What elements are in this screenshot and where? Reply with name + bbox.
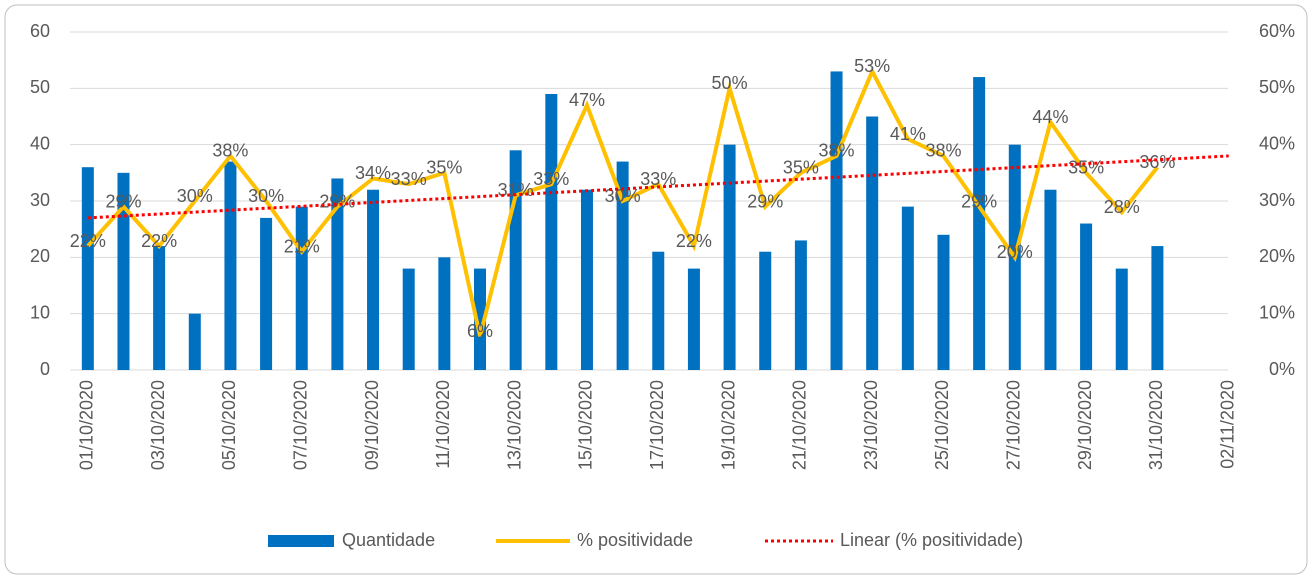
data-label: 30% (605, 186, 641, 206)
data-label: 50% (712, 73, 748, 93)
y2-tick-label: 40% (1259, 133, 1295, 153)
data-label: 29% (961, 191, 997, 211)
y-tick-label: 10 (30, 302, 50, 322)
data-label: 35% (1068, 158, 1104, 178)
x-tick-label: 29/10/2020 (1075, 380, 1095, 470)
x-tick-label: 05/10/2020 (219, 380, 239, 470)
data-label: 29% (105, 191, 141, 211)
bar (616, 161, 629, 370)
data-label: 36% (1139, 152, 1175, 172)
legend-label: Linear (% positividade) (840, 530, 1023, 550)
bar (1151, 246, 1164, 370)
bar (81, 167, 94, 370)
legend-label: % positividade (577, 530, 693, 550)
y2-tick-label: 20% (1259, 246, 1295, 266)
y-tick-label: 30 (30, 190, 50, 210)
data-label: 22% (141, 231, 177, 251)
bar (153, 246, 166, 370)
bar (1044, 189, 1057, 370)
data-label: 31% (498, 180, 534, 200)
data-label: 28% (1104, 197, 1140, 217)
data-label: 29% (747, 191, 783, 211)
x-tick-label: 15/10/2020 (576, 380, 596, 470)
bar (937, 234, 950, 370)
bar (331, 178, 344, 370)
data-label: 35% (426, 158, 462, 178)
data-label: 34% (355, 163, 391, 183)
x-tick-label: 19/10/2020 (718, 380, 738, 470)
x-tick-label: 21/10/2020 (790, 380, 810, 470)
bar (224, 161, 237, 370)
bar (474, 268, 487, 370)
y-tick-label: 50 (30, 77, 50, 97)
x-tick-label: 03/10/2020 (148, 380, 168, 470)
bar (830, 71, 843, 370)
bar (367, 189, 380, 370)
x-tick-label: 17/10/2020 (647, 380, 667, 470)
y2-tick-label: 30% (1259, 190, 1295, 210)
bar (866, 116, 879, 370)
bar (402, 268, 415, 370)
bar (117, 172, 130, 370)
bar (295, 206, 308, 370)
bar (1080, 223, 1093, 370)
bar (794, 240, 807, 370)
x-tick-label: 13/10/2020 (504, 380, 524, 470)
bar (438, 257, 451, 370)
bar (973, 77, 986, 371)
x-tick-label: 27/10/2020 (1004, 380, 1024, 470)
data-label: 30% (177, 186, 213, 206)
data-label: 38% (819, 141, 855, 161)
x-tick-label: 23/10/2020 (861, 380, 881, 470)
x-tick-label: 09/10/2020 (362, 380, 382, 470)
x-tick-label: 02/11/2020 (1217, 380, 1237, 469)
data-label: 33% (640, 169, 676, 189)
legend-label: Quantidade (342, 530, 435, 550)
y-tick-label: 40 (30, 133, 50, 153)
data-label: 41% (890, 124, 926, 144)
x-tick-label: 01/10/2020 (77, 380, 97, 470)
data-label: 33% (533, 169, 569, 189)
bar (723, 144, 736, 370)
data-label: 22% (70, 231, 106, 251)
data-label: 47% (569, 90, 605, 110)
data-label: 21% (284, 236, 320, 256)
x-tick-label: 31/10/2020 (1146, 380, 1166, 470)
x-tick-label: 25/10/2020 (932, 380, 952, 470)
data-label: 53% (854, 56, 890, 76)
data-label: 29% (319, 191, 355, 211)
trendline (87, 154, 1229, 220)
data-label: 6% (467, 321, 493, 341)
data-label: 44% (1032, 107, 1068, 127)
data-label: 30% (248, 186, 284, 206)
data-label: 22% (676, 231, 712, 251)
bar (901, 206, 914, 370)
bar (687, 268, 700, 370)
y2-tick-label: 60% (1259, 21, 1295, 41)
y-tick-label: 60 (30, 21, 50, 41)
x-tick-label: 07/10/2020 (290, 380, 310, 470)
data-label: 20% (997, 242, 1033, 262)
y-tick-label: 20 (30, 246, 50, 266)
x-tick-label: 11/10/2020 (433, 380, 453, 469)
y2-tick-label: 0% (1269, 359, 1295, 379)
bar (652, 251, 665, 370)
y-tick-label: 0 (40, 359, 50, 379)
bar (580, 189, 593, 370)
legend-swatch (268, 535, 334, 547)
bar (759, 251, 772, 370)
y2-tick-label: 50% (1259, 77, 1295, 97)
data-label: 38% (212, 141, 248, 161)
data-label: 33% (391, 169, 427, 189)
line (86, 66, 1159, 337)
y2-tick-label: 10% (1259, 302, 1295, 322)
bar (1115, 268, 1128, 370)
data-label: 38% (925, 141, 961, 161)
data-label: 35% (783, 158, 819, 178)
bar (260, 217, 273, 370)
bar (545, 93, 558, 370)
bar (188, 313, 201, 370)
